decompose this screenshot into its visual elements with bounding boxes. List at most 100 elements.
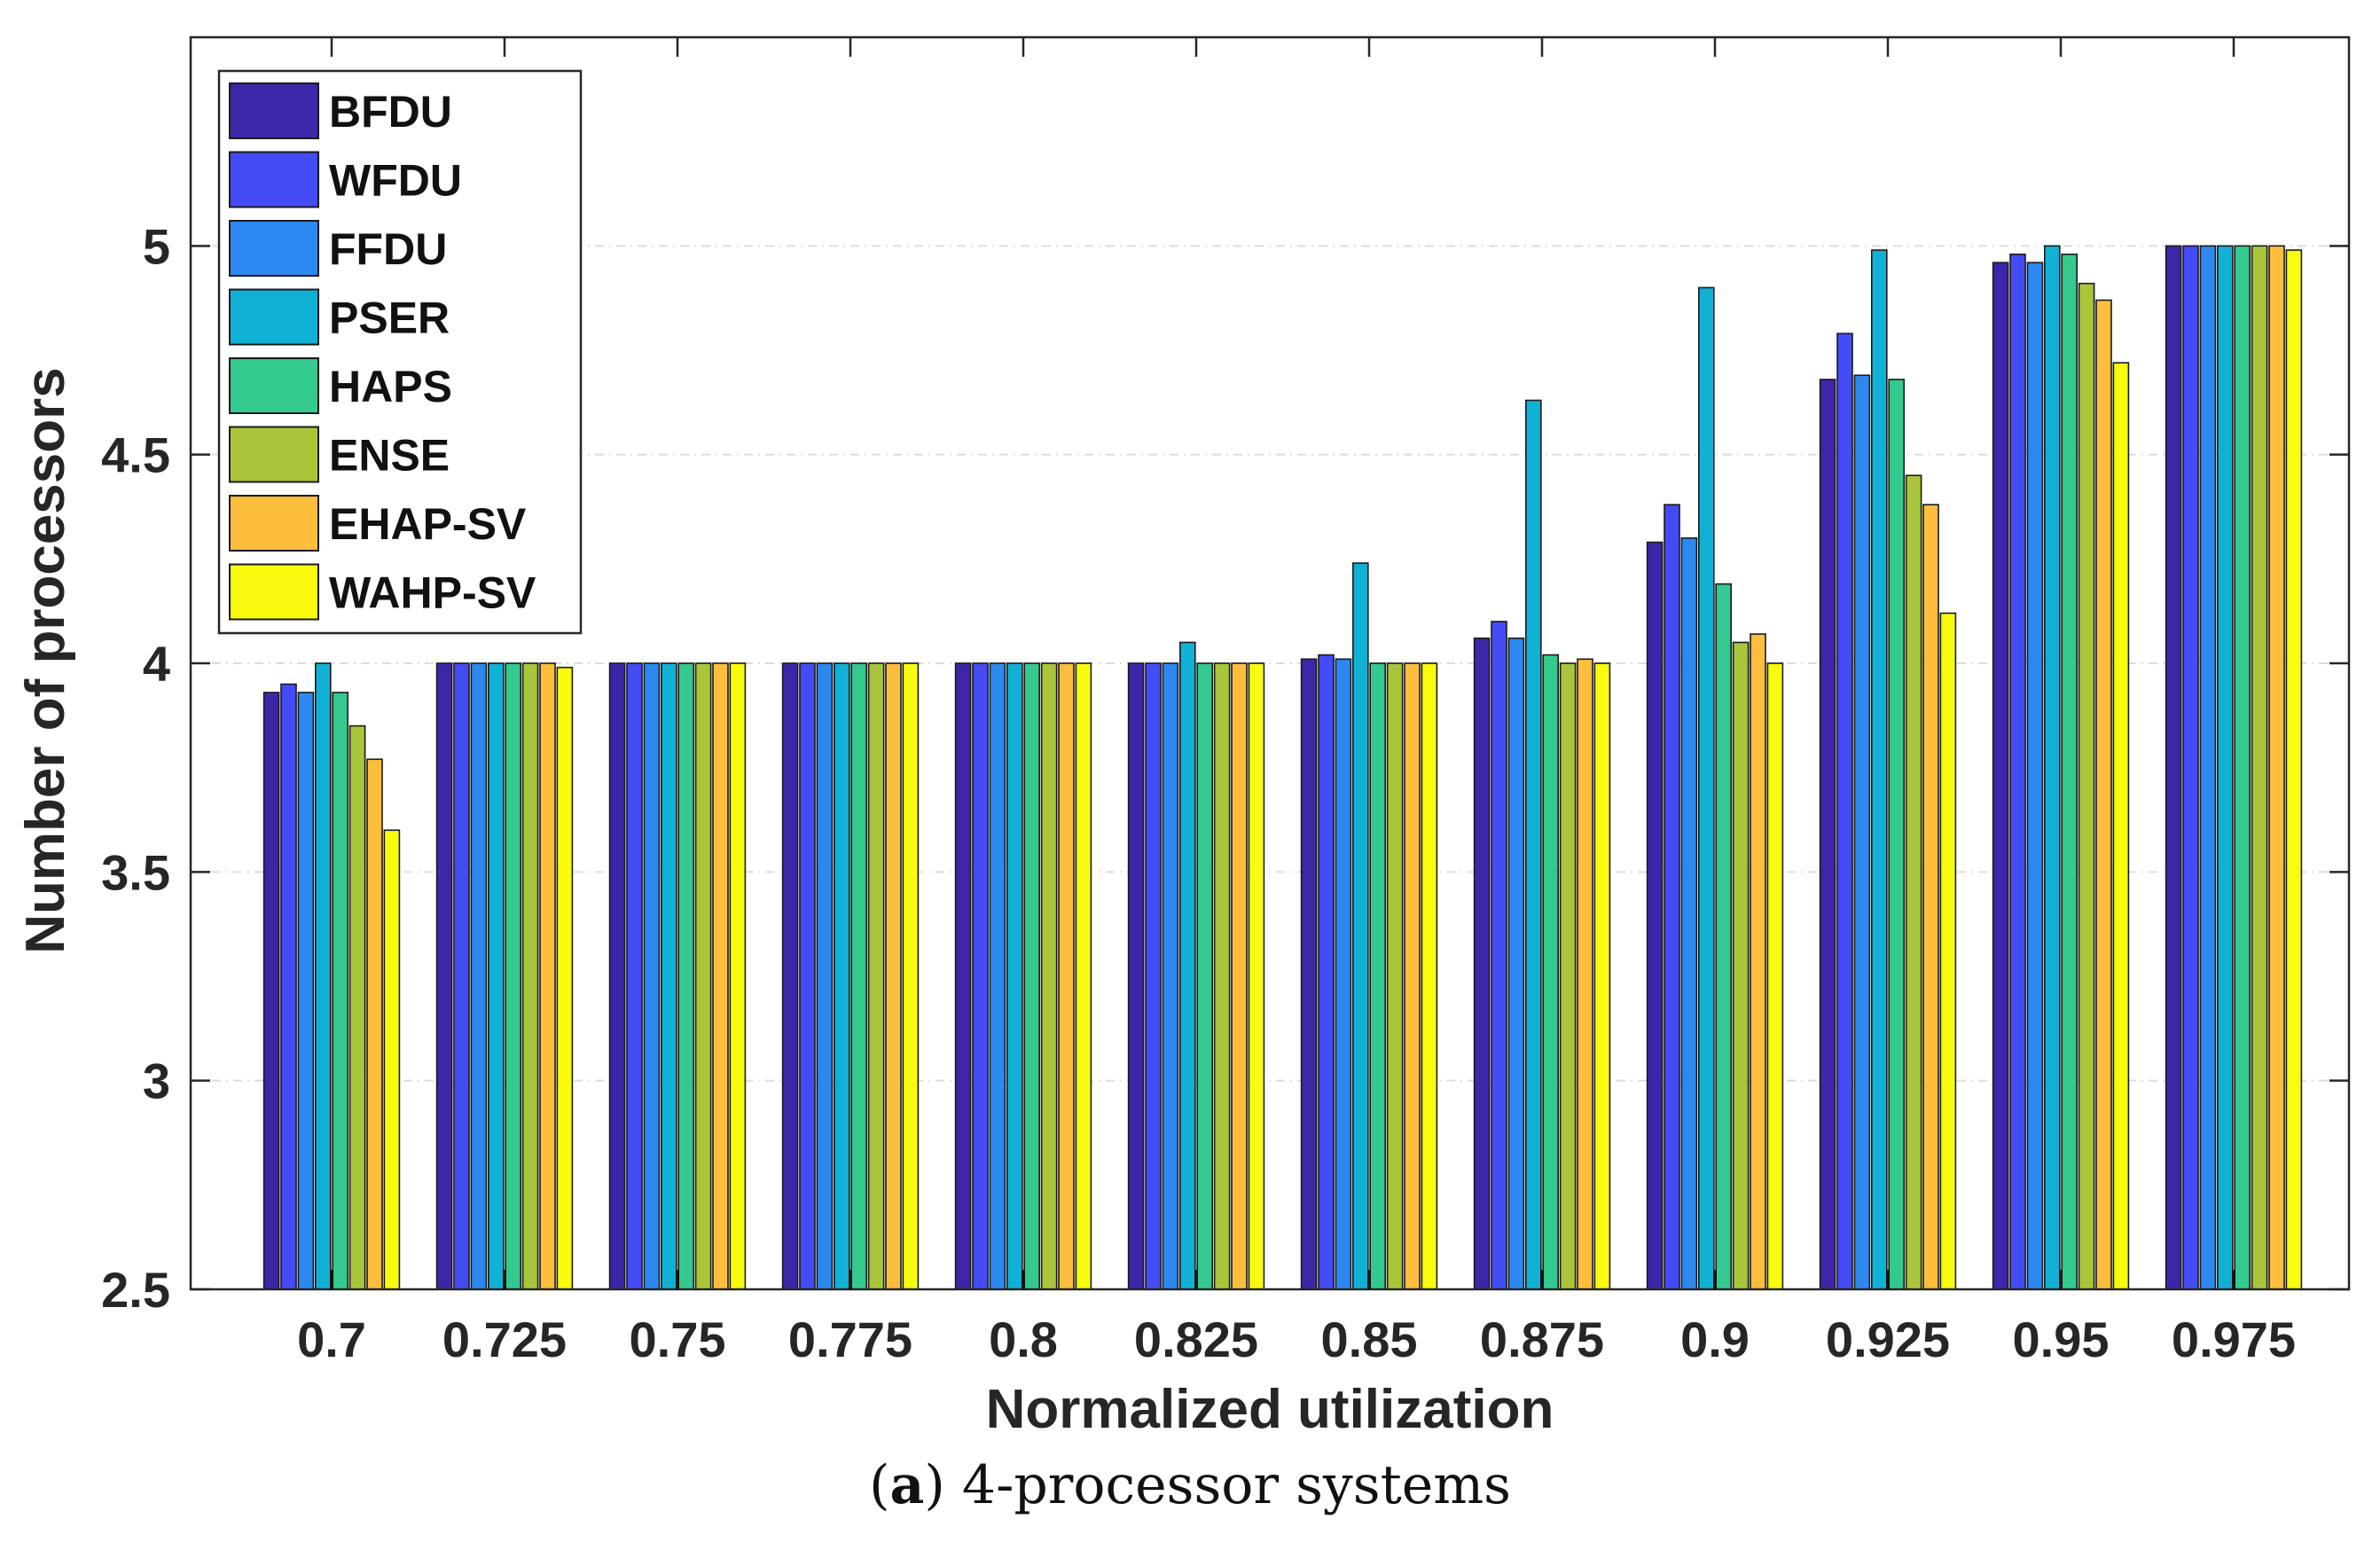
bar-wahp-sv-0.925 [1939,612,1957,1290]
bar-wahp-sv-0.7 [383,829,401,1290]
bar-haps-0.775 [850,662,868,1290]
bar-ehap-sv-0.875 [1577,658,1593,1290]
bar-wfdu-0.825 [1145,662,1162,1290]
bar-group-0.7 [262,662,401,1290]
bar-bfdu-0.8 [954,662,972,1290]
bar-ehap-sv-0.775 [885,662,902,1290]
y-tick-label: 5 [143,218,170,274]
bar-bfdu-0.85 [1300,658,1318,1290]
bar-wfdu-0.85 [1318,654,1335,1290]
bar-pser-0.875 [1525,399,1542,1290]
bar-pser-0.95 [2044,245,2061,1290]
bar-bfdu-0.825 [1127,662,1145,1290]
bar-ffdu-0.75 [643,662,661,1290]
legend-label: ENSE [329,431,450,481]
bar-group-0.975 [2165,245,2303,1290]
bar-haps-0.875 [1542,654,1559,1290]
bar-ehap-sv-0.8 [1058,662,1075,1290]
bar-pser-0.775 [833,662,850,1290]
bar-haps-0.925 [1888,379,1905,1290]
bar-bfdu-0.775 [781,662,799,1290]
bar-group-0.925 [1819,249,1957,1290]
legend-label: EHAP-SV [329,499,527,549]
bar-haps-0.8 [1023,662,1040,1290]
legend-item-wahp-sv: WAHP-SV [229,563,536,621]
bar-ehap-sv-0.7 [366,758,383,1290]
bar-ense-0.75 [694,662,712,1290]
y-tick-label: 4.5 [101,427,170,483]
bar-ffdu-0.7 [297,692,315,1290]
bar-wahp-sv-0.95 [2112,362,2130,1290]
legend-swatch [229,563,319,621]
y-tick-labels: 2.5 3 3.5 4 4.5 5 [101,218,170,1318]
x-tick-label: 0.775 [788,1311,912,1367]
bar-wahp-sv-0.8 [1075,662,1092,1290]
bar-haps-0.7 [332,692,349,1290]
bar-wahp-sv-0.75 [729,662,747,1290]
grid-lines [191,245,2349,1082]
bar-ffdu-0.95 [2026,262,2044,1290]
bar-bfdu-0.975 [2165,245,2182,1290]
bar-wfdu-0.875 [1491,621,1507,1290]
bar-group-0.875 [1473,399,1611,1290]
legend-item-wfdu: WFDU [229,151,462,208]
bar-ehap-sv-0.825 [1231,662,1248,1290]
bar-haps-0.825 [1196,662,1213,1290]
bar-bfdu-0.925 [1819,379,1836,1290]
caption-text: 4-processor systems [961,1454,1511,1516]
bar-ehap-sv-0.975 [2268,245,2285,1290]
bar-ffdu-0.725 [470,662,488,1290]
bar-ehap-sv-0.75 [712,662,729,1290]
legend-label: PSER [329,294,450,343]
caption-label: a [889,1454,925,1516]
bar-ffdu-0.8 [989,662,1006,1290]
bar-bfdu-0.725 [435,662,453,1290]
bar-bfdu-0.75 [608,662,626,1290]
legend-item-ehap-sv: EHAP-SV [229,495,527,552]
legend-swatch [229,151,319,208]
bar-wfdu-0.7 [280,683,297,1290]
bar-ense-0.725 [521,662,539,1290]
bar-wfdu-0.925 [1836,333,1853,1290]
axes [189,35,2351,1291]
x-tick-label: 0.7 [297,1311,366,1367]
bar-pser-0.75 [660,662,677,1290]
bar-wahp-sv-0.85 [1421,662,1438,1290]
x-tick-label: 0.75 [630,1311,726,1367]
bar-wahp-sv-0.825 [1248,662,1265,1290]
bar-ense-0.85 [1386,662,1404,1290]
x-tick-labels: 0.7 0.725 0.75 0.775 0.8 0.825 0.85 0.875 0.9 0.9… [297,1311,2296,1367]
legend-swatch [229,82,319,139]
y-tick-label: 3.5 [101,844,170,900]
bar-ense-0.825 [1213,662,1231,1290]
x-tick-label: 0.85 [1321,1311,1418,1367]
legend-item-ense: ENSE [229,426,450,483]
x-tick-label: 0.725 [442,1311,567,1367]
legend-item-pser: PSER [229,288,450,346]
legend-label: FFDU [329,224,447,274]
bar-wahp-sv-0.9 [1766,662,1784,1290]
x-tick-label: 0.925 [1826,1311,1950,1367]
y-tick-label: 4 [143,636,170,692]
bar-pser-0.825 [1179,641,1196,1290]
bar-wfdu-0.75 [626,662,643,1290]
bar-ense-0.8 [1040,662,1058,1290]
legend-label: HAPS [329,362,452,411]
bar-pser-0.725 [487,662,505,1290]
bar-haps-0.95 [2061,253,2078,1290]
bar-group-0.85 [1300,562,1438,1290]
x-tick-label: 0.875 [1480,1311,1604,1367]
bar-bfdu-0.875 [1473,637,1491,1290]
bar-pser-0.8 [1006,662,1023,1290]
legend-label: WAHP-SV [329,568,536,618]
bar-ffdu-0.775 [816,662,834,1290]
legend-item-ffdu: FFDU [229,220,447,277]
x-tick-label: 0.95 [2013,1311,2110,1367]
legend-swatch [229,220,319,277]
bar-ehap-sv-0.95 [2095,299,2112,1290]
bar-wfdu-0.775 [799,662,816,1290]
x-tick-label: 0.8 [989,1311,1058,1367]
y-tick-label: 3 [143,1053,170,1109]
bar-wahp-sv-0.975 [2285,249,2303,1290]
